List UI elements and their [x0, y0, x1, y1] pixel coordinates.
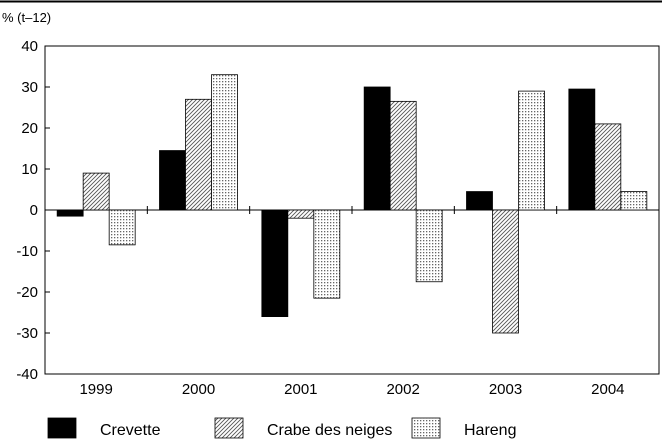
y-tick-label: 30: [21, 79, 38, 96]
bar-crevette-2002: [363, 86, 391, 211]
y-unit-label: % (t–12): [2, 10, 51, 25]
y-tick-label: -10: [16, 243, 38, 260]
y-tick-label: 10: [21, 161, 38, 178]
bar-crabe-des-neiges-2000: [185, 98, 212, 211]
x-tick-label: 2002: [386, 381, 419, 398]
y-tick-label: 20: [21, 120, 38, 137]
y-tick-label: 40: [21, 38, 38, 55]
legend-swatch: [47, 417, 77, 439]
legend-label: Crevette: [100, 422, 161, 439]
bar-crabe-des-neiges-2003: [492, 209, 519, 334]
bar-hareng-2002: [415, 209, 443, 283]
x-tick-label: 2001: [284, 381, 317, 398]
legend-label: Crabe des neiges: [267, 422, 392, 439]
legend-swatch: [214, 417, 244, 439]
bar-hareng-2004: [620, 191, 648, 211]
bar-crabe-des-neiges-2002: [389, 100, 417, 211]
y-tick-label: 0: [30, 202, 38, 219]
y-tick-label: -30: [16, 325, 38, 342]
x-tick-label: 2004: [591, 381, 624, 398]
bar-hareng-1999: [108, 209, 136, 246]
bar-crabe-des-neiges-2004: [594, 123, 622, 211]
bar-crevette-2003: [466, 191, 493, 211]
legend: Crevette Crabe des neiges Hareng: [47, 417, 516, 439]
x-axis: 1999 2000 2001 2002 2003 2004: [79, 206, 625, 398]
bar-hareng-2003: [518, 90, 545, 211]
y-tick-label: -20: [16, 284, 38, 301]
bar-hareng-2001: [313, 209, 341, 299]
legend-swatch: [411, 417, 441, 439]
bar-crevette-2004: [568, 88, 596, 211]
x-tick-label: 1999: [79, 381, 112, 398]
bar-crevette-2000: [159, 150, 186, 211]
legend-label: Hareng: [464, 422, 516, 439]
y-axis: -40 -30 -20 -10 0 10 20 30 40: [16, 38, 50, 383]
bar-crabe-des-neiges-2001: [287, 209, 315, 219]
y-tick-label: -40: [16, 366, 38, 383]
bar-hareng-2000: [211, 74, 238, 211]
bar-crevette-1999: [56, 209, 84, 217]
bar-crevette-2001: [261, 209, 289, 317]
bars: [56, 74, 648, 334]
x-tick-label: 2000: [182, 381, 215, 398]
x-tick-label: 2003: [489, 381, 522, 398]
bar-crabe-des-neiges-1999: [82, 172, 110, 211]
